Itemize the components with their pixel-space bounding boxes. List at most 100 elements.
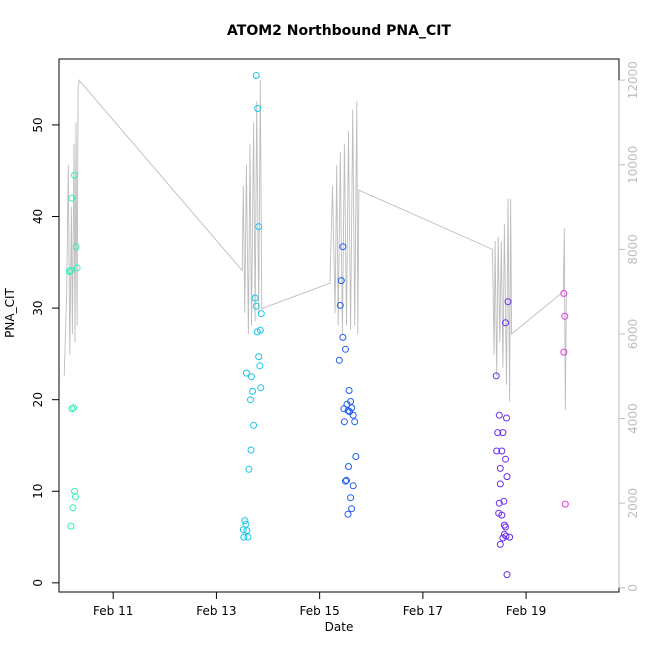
data-point bbox=[257, 384, 265, 392]
secondary-line bbox=[63, 79, 567, 411]
secondary-y-tick-label: 4000 bbox=[626, 403, 640, 434]
data-point bbox=[252, 302, 260, 310]
secondary-series-line bbox=[63, 79, 567, 411]
data-point bbox=[244, 533, 252, 541]
y-tick-label: 0 bbox=[31, 579, 45, 587]
data-point bbox=[241, 517, 249, 525]
y-tick-label: 30 bbox=[31, 300, 45, 315]
data-point bbox=[343, 476, 350, 484]
data-point bbox=[496, 480, 504, 488]
data-point bbox=[502, 532, 510, 540]
data-point bbox=[342, 345, 349, 353]
y-tick-label: 20 bbox=[31, 392, 45, 407]
x-tick-label: Feb 11 bbox=[93, 604, 133, 618]
data-point bbox=[502, 523, 509, 531]
data-point bbox=[502, 319, 509, 327]
data-point bbox=[345, 387, 353, 394]
data-point bbox=[255, 223, 263, 231]
data-point bbox=[240, 533, 248, 541]
y-axis: 0 10 20 30 40 50 bbox=[31, 117, 60, 587]
data-point bbox=[347, 398, 355, 405]
data-point bbox=[503, 571, 511, 579]
data-point bbox=[347, 494, 355, 502]
secondary-y-axis: 0 2000 4000 6000 8000 10000 12000 bbox=[618, 61, 640, 592]
data-point bbox=[248, 373, 255, 381]
data-point bbox=[242, 369, 250, 377]
data-point bbox=[499, 429, 507, 437]
data-point bbox=[339, 333, 347, 341]
data-point bbox=[348, 505, 356, 513]
data-point bbox=[342, 477, 349, 485]
data-point bbox=[352, 453, 360, 460]
data-point bbox=[247, 396, 254, 404]
data-point bbox=[495, 499, 503, 507]
x-tick-label: Feb 15 bbox=[299, 604, 339, 618]
data-point bbox=[252, 72, 260, 79]
data-point bbox=[500, 497, 508, 505]
secondary-y-tick-label: 0 bbox=[626, 584, 640, 592]
data-point bbox=[498, 511, 506, 519]
secondary-y-tick-label: 6000 bbox=[626, 319, 640, 350]
data-point bbox=[247, 446, 255, 454]
x-tick-label: Feb 13 bbox=[196, 604, 236, 618]
x-tick-label: Feb 19 bbox=[506, 604, 546, 618]
data-point bbox=[335, 356, 343, 364]
data-point bbox=[494, 429, 502, 437]
secondary-y-tick-label: 8000 bbox=[626, 234, 640, 265]
data-point bbox=[496, 464, 504, 472]
data-point bbox=[254, 105, 262, 112]
data-point bbox=[346, 408, 354, 416]
data-point bbox=[70, 404, 77, 412]
data-point bbox=[67, 522, 75, 530]
data-point bbox=[257, 310, 265, 318]
data-point bbox=[344, 510, 352, 518]
data-point bbox=[255, 353, 263, 361]
data-point bbox=[239, 526, 247, 534]
data-point bbox=[502, 455, 509, 463]
data-point bbox=[492, 372, 500, 380]
data-point bbox=[560, 289, 568, 297]
data-point bbox=[339, 243, 347, 251]
data-point bbox=[250, 421, 258, 429]
data-point bbox=[72, 243, 80, 251]
data-point bbox=[493, 447, 501, 455]
data-point bbox=[349, 482, 357, 490]
data-point bbox=[561, 500, 569, 508]
data-point bbox=[345, 463, 352, 470]
chart-title: ATOM2 Northbound PNA_CIT bbox=[227, 23, 451, 39]
data-point bbox=[351, 418, 359, 426]
data-point bbox=[348, 404, 356, 412]
data-point bbox=[561, 312, 569, 320]
secondary-y-tick-label: 10000 bbox=[626, 146, 640, 184]
data-point bbox=[498, 447, 506, 455]
data-point bbox=[336, 301, 344, 309]
x-tick-label: Feb 17 bbox=[403, 604, 443, 618]
data-point bbox=[349, 411, 357, 419]
secondary-y-tick-label: 12000 bbox=[626, 61, 640, 99]
data-point bbox=[68, 194, 76, 202]
y-tick-label: 50 bbox=[31, 117, 45, 132]
data-point bbox=[496, 540, 504, 548]
data-point bbox=[340, 418, 348, 426]
plot-frame bbox=[58, 58, 620, 593]
data-point bbox=[71, 171, 78, 179]
x-axis: Feb 11 Feb 13 Feb 15 Feb 17 Feb 19 bbox=[93, 591, 546, 618]
data-point bbox=[504, 298, 512, 306]
y-tick-label: 40 bbox=[31, 209, 45, 224]
data-point bbox=[495, 411, 503, 419]
data-point bbox=[71, 487, 78, 495]
data-point bbox=[245, 465, 253, 473]
secondary-y-tick-label: 2000 bbox=[626, 488, 640, 519]
data-point bbox=[242, 520, 250, 528]
data-point bbox=[337, 277, 345, 285]
data-point bbox=[503, 414, 510, 422]
data-point bbox=[243, 527, 251, 535]
data-point bbox=[72, 493, 79, 501]
x-axis-label: Date bbox=[325, 620, 354, 634]
data-point bbox=[256, 362, 264, 370]
data-point bbox=[67, 267, 75, 275]
data-point bbox=[249, 387, 256, 395]
data-points bbox=[65, 72, 569, 579]
data-point bbox=[503, 473, 511, 481]
